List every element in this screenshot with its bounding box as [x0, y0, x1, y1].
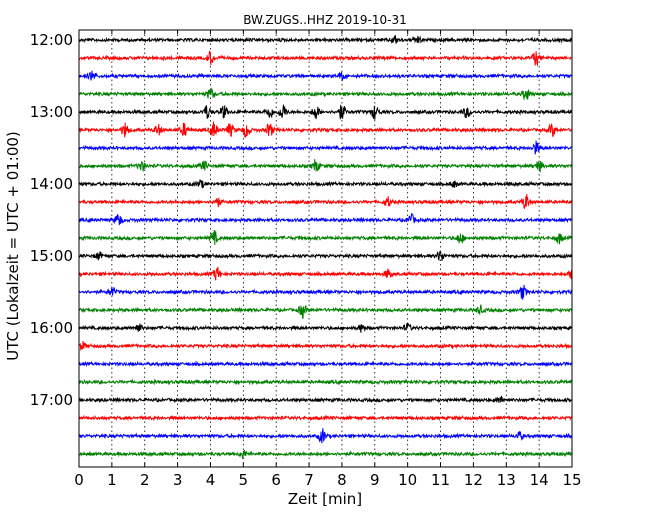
y-axis: 12:00 13:00 14:00 15:00 16:00 17:00: [30, 31, 572, 409]
trace-1345: [78, 159, 573, 173]
x-tick-label-1: 1: [107, 471, 117, 489]
y-tick-label-2: 14:00: [30, 175, 73, 193]
x-tick-label-12: 12: [464, 471, 483, 489]
trace-1600: [78, 322, 573, 333]
trace-1200: [78, 35, 573, 44]
trace-1530: [78, 284, 573, 300]
trace-1615: [78, 341, 573, 351]
x-tick-label-4: 4: [206, 471, 216, 489]
x-axis-title: Zeit [min]: [288, 490, 362, 508]
x-tick-label-15: 15: [562, 471, 581, 489]
trace-1715: [78, 414, 573, 422]
x-tick-label-13: 13: [497, 471, 516, 489]
x-tick-label-0: 0: [74, 471, 84, 489]
trace-1430: [78, 212, 573, 226]
grid-lines: [111, 30, 540, 467]
trace-1500: [78, 250, 573, 262]
trace-1730: [78, 428, 573, 444]
x-tick-label-2: 2: [140, 471, 150, 489]
chart-title: BW.ZUGS..HHZ 2019-10-31: [243, 13, 406, 27]
x-tick-label-8: 8: [337, 471, 347, 489]
x-tick-label-11: 11: [431, 471, 450, 489]
trace-1400: [78, 179, 573, 189]
trace-group: [78, 35, 573, 460]
trace-1515: [78, 266, 573, 281]
y-axis-title: UTC (Lokalzeit = UTC + 01:00): [4, 131, 22, 361]
trace-1745: [78, 449, 573, 460]
x-tick-label-7: 7: [304, 471, 314, 489]
trace-1230: [78, 70, 573, 82]
trace-1215: [78, 50, 573, 67]
trace-1445: [78, 230, 573, 246]
x-tick-label-5: 5: [239, 471, 249, 489]
trace-1415: [78, 193, 573, 209]
y-tick-label-4: 16:00: [30, 319, 73, 337]
y-tick-label-0: 12:00: [30, 31, 73, 49]
plot-frame: [78, 29, 573, 468]
trace-1315: [78, 121, 573, 138]
x-tick-label-10: 10: [398, 471, 417, 489]
x-tick-label-6: 6: [271, 471, 281, 489]
x-axis: 0 1 2 3 4 5 6 7 8 9 10 11 12 13 14 15: [74, 30, 582, 489]
trace-1630: [78, 360, 573, 368]
trace-1700: [78, 395, 573, 404]
y-tick-label-5: 17:00: [30, 391, 73, 409]
trace-1300: [78, 103, 573, 120]
trace-1545: [78, 304, 573, 319]
y-tick-label-1: 13:00: [30, 103, 73, 121]
trace-1245: [78, 87, 573, 100]
x-tick-label-3: 3: [173, 471, 183, 489]
trace-1330: [78, 140, 573, 155]
y-tick-label-3: 15:00: [30, 247, 73, 265]
x-tick-label-14: 14: [530, 471, 549, 489]
x-tick-label-9: 9: [370, 471, 380, 489]
trace-1645: [78, 378, 573, 386]
